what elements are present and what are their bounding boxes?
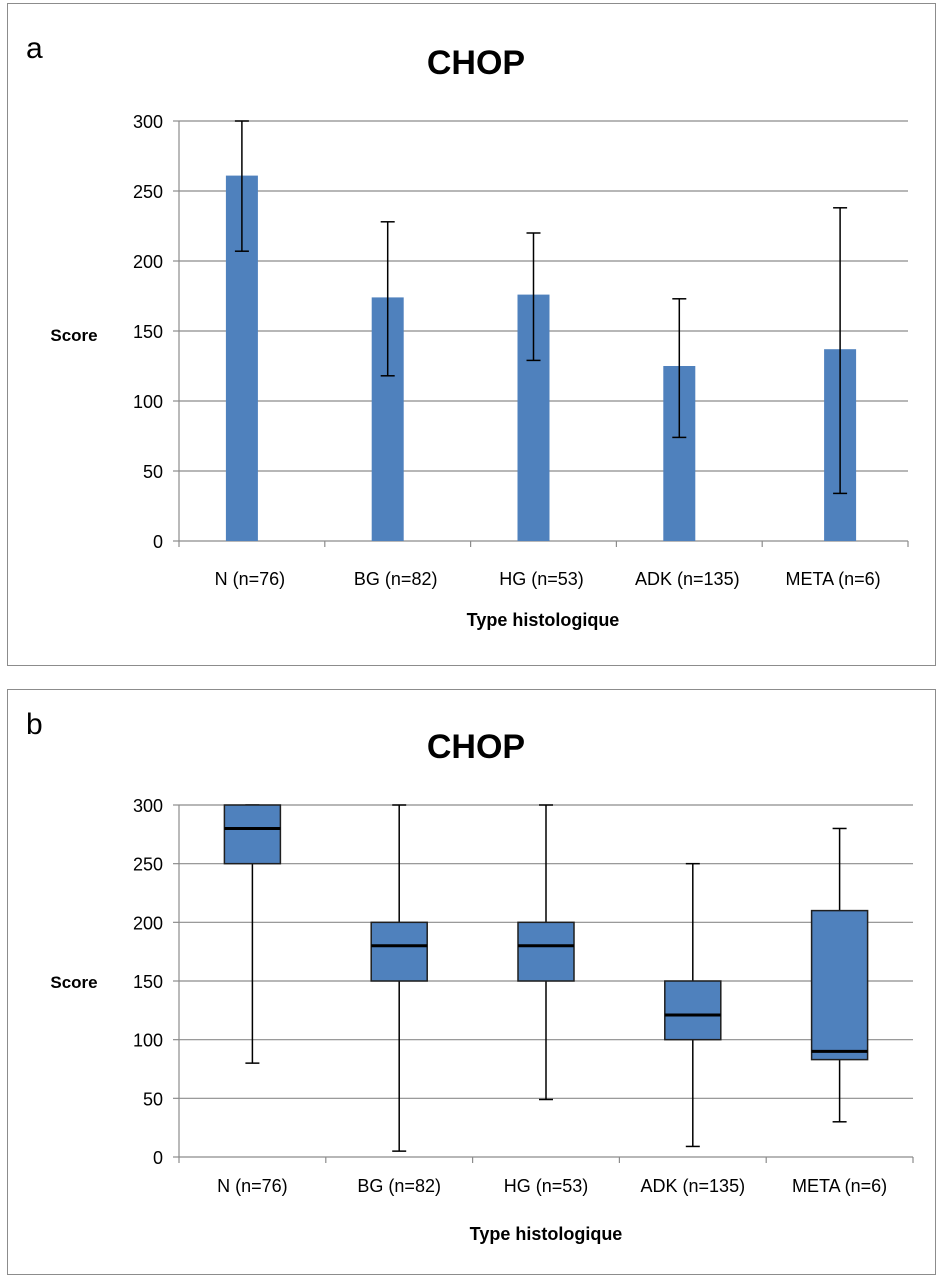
x-tick-label: ADK (n=135) (635, 569, 740, 589)
y-axis-label: Score (50, 973, 97, 992)
y-tick-label: 150 (133, 972, 163, 992)
box (810, 909, 869, 1061)
y-tick-label: 150 (133, 322, 163, 342)
box-plot-item (664, 862, 722, 1148)
y-tick-label: 0 (153, 532, 163, 552)
panel-letter: a (26, 32, 43, 65)
box-plot-item (370, 804, 428, 1152)
box (370, 921, 428, 982)
x-tick-label: N (n=76) (217, 1176, 288, 1196)
chart-panel-b: b CHOP Score Type histologique 0 50 100 150… (7, 689, 936, 1275)
y-tick-label: 50 (143, 1089, 163, 1109)
y-axis-label: Score (50, 326, 97, 345)
y-tick-label: 0 (153, 1148, 163, 1168)
x-tick-label: ADK (n=135) (641, 1176, 746, 1196)
y-tick-label: 300 (133, 112, 163, 132)
chart-title: CHOP (427, 728, 525, 766)
x-tick-label: HG (n=53) (504, 1176, 589, 1196)
x-axis-label: Type histologique (470, 1224, 623, 1244)
x-tick-label: BG (n=82) (354, 569, 438, 589)
error-bar (234, 120, 249, 252)
box-plot-chart: CHOP Score Type histologique 0 50 100 150 20… (50, 728, 914, 1244)
x-tick-label: N (n=76) (215, 569, 286, 589)
bar-chart: CHOP Score Type histologique 0 50 100 150 20… (50, 44, 909, 630)
panel-letter: b (26, 708, 43, 741)
y-tick-label: 100 (133, 392, 163, 412)
error-bar (672, 298, 687, 439)
y-tick-label: 200 (133, 252, 163, 272)
y-tick-label: 200 (133, 913, 163, 933)
box (223, 804, 282, 865)
x-tick-label: HG (n=53) (499, 569, 584, 589)
y-tick-label: 50 (143, 462, 163, 482)
box (517, 921, 575, 982)
chart-title: CHOP (427, 44, 525, 82)
y-tick-label: 100 (133, 1031, 163, 1051)
y-tick-label: 300 (133, 796, 163, 816)
y-tick-label: 250 (133, 855, 163, 875)
error-bar (380, 221, 395, 377)
y-tick-label: 250 (133, 182, 163, 202)
error-bar (526, 232, 541, 362)
chart-panel-a: a CHOP Score Type histologique 0 50 100 150… (7, 3, 936, 666)
error-bar (833, 207, 848, 495)
x-tick-label: META (n=6) (785, 569, 880, 589)
box-plot-item (810, 827, 869, 1123)
box (664, 980, 722, 1041)
x-tick-label: META (n=6) (792, 1176, 887, 1196)
x-axis-label: Type histologique (467, 610, 620, 630)
box-plot-item (223, 804, 282, 1064)
x-tick-label: BG (n=82) (357, 1176, 441, 1196)
box-plot-item (517, 804, 575, 1101)
